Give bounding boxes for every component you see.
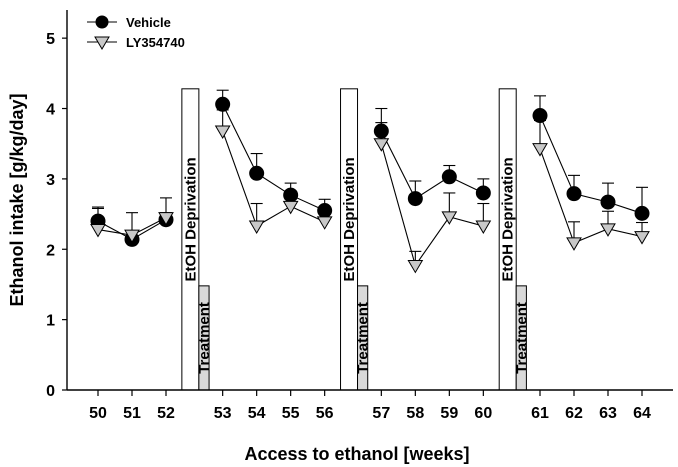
x-ticks: 50 51 52 53 54 55 56 57 58 59 60 61 62 63 64	[89, 390, 651, 422]
y-ticks: 0 1 2 3 4 5	[46, 31, 67, 400]
vehicle-point	[532, 108, 548, 124]
vehicle-point	[283, 187, 299, 203]
ly354740-point	[282, 200, 299, 215]
y-tick-label: 1	[46, 313, 55, 330]
x-tick-label: 64	[633, 405, 651, 422]
x-tick-label: 58	[406, 405, 424, 422]
ly354740-point	[600, 223, 616, 237]
vehicle-point	[249, 165, 265, 181]
vehicle-point	[215, 96, 231, 112]
vehicle-point	[441, 169, 457, 185]
x-tick-label: 52	[157, 405, 175, 422]
vehicle-point	[600, 194, 616, 210]
ly354740-series-line	[222, 130, 325, 227]
x-axis-title: Access to ethanol [weeks]	[244, 444, 469, 464]
x-tick-label: 51	[123, 405, 141, 422]
x-tick-label: 62	[565, 405, 583, 422]
x-tick-label: 63	[599, 405, 617, 422]
x-tick-label: 53	[214, 405, 232, 422]
y-tick-label: 4	[46, 102, 55, 119]
legend-vehicle-marker	[95, 15, 109, 29]
y-axis-title: Ethanol intake [g/kg/day]	[7, 93, 27, 306]
ly354740-point	[566, 237, 582, 251]
ly354740-point	[532, 143, 548, 157]
x-tick-label: 57	[372, 405, 390, 422]
ly354740-point	[407, 259, 424, 274]
y-tick-label: 3	[46, 172, 55, 189]
ly354740-series-line	[539, 148, 643, 244]
x-tick-label: 50	[89, 405, 107, 422]
y-tick-label: 2	[46, 242, 55, 259]
x-tick-label: 55	[282, 405, 300, 422]
vehicle-point	[566, 186, 582, 202]
x-tick-label: 56	[316, 405, 334, 422]
y-tick-label: 5	[46, 31, 55, 48]
x-tick-label: 54	[248, 405, 266, 422]
ly354740-point	[475, 220, 492, 235]
x-tick-label: 60	[474, 405, 492, 422]
legend: Vehicle LY354740	[87, 15, 185, 50]
treatment-label: Treatment	[355, 302, 372, 374]
series-markers	[90, 96, 650, 274]
vehicle-point	[475, 185, 491, 201]
deprivation-label: EtOH Deprivation	[341, 157, 358, 281]
treatment-label: Treatment	[513, 302, 530, 374]
legend-vehicle-label: Vehicle	[126, 15, 171, 30]
ly354740-point	[634, 231, 650, 245]
treatment-label: Treatment	[196, 302, 213, 374]
ly354740-series-line	[380, 143, 484, 267]
ly354740-point	[316, 216, 333, 230]
vehicle-point	[317, 203, 333, 219]
deprivation-label: EtOH Deprivation	[500, 157, 517, 281]
axes	[66, 10, 673, 391]
ly354740-point	[90, 224, 106, 238]
legend-ly-marker	[94, 36, 110, 50]
vehicle-point	[373, 123, 389, 139]
vehicle-point	[634, 205, 650, 221]
y-tick-label: 0	[46, 383, 55, 400]
period-annotations: EtOH Deprivation Treatment EtOH Deprivatio…	[181, 88, 530, 391]
legend-ly-label: LY354740	[126, 35, 185, 50]
ly354740-point	[248, 220, 265, 235]
vehicle-series-line	[222, 104, 325, 212]
ly354740-point	[373, 138, 390, 152]
vehicle-series-line	[539, 115, 643, 214]
x-tick-label: 61	[531, 405, 549, 422]
x-tick-label: 59	[440, 405, 458, 422]
ly354740-point	[441, 211, 458, 225]
deprivation-label: EtOH Deprivation	[182, 157, 199, 281]
ly354740-point	[124, 229, 140, 244]
ly354740-point	[158, 212, 174, 226]
vehicle-series-line	[380, 130, 484, 200]
vehicle-point	[407, 191, 423, 207]
ly354740-point	[214, 125, 231, 140]
